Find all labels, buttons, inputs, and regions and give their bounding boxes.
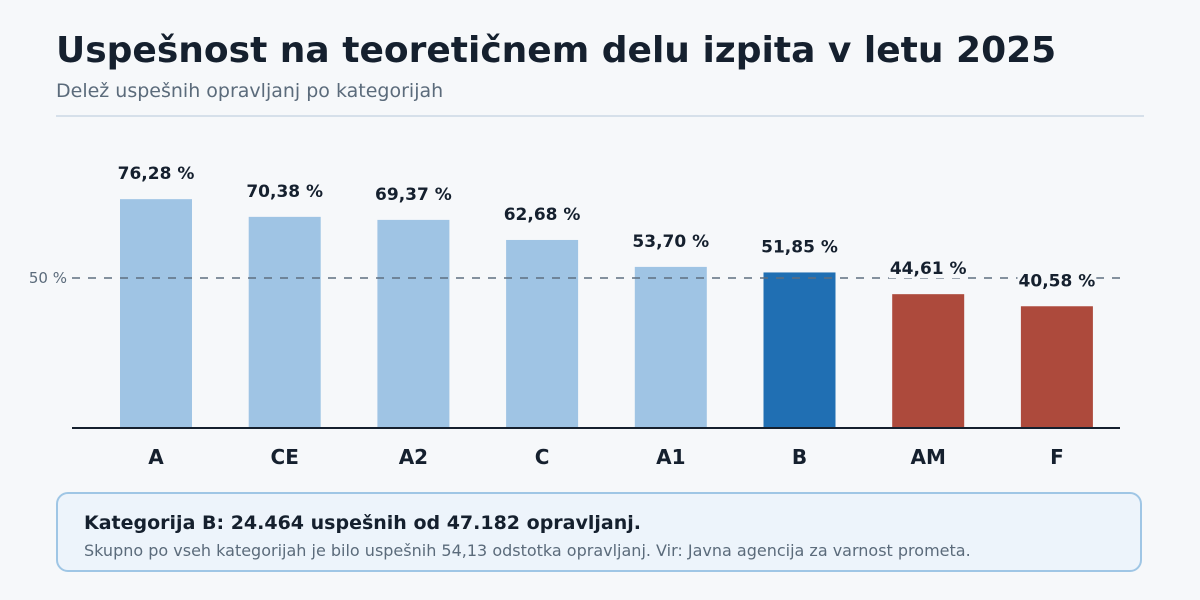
value-label-backdrop	[760, 232, 839, 257]
summary-note-heading: Kategorija B: 24.464 uspešnih od 47.182 …	[84, 512, 641, 534]
category-label: A1	[656, 445, 685, 469]
value-label: 62,68 %	[504, 205, 581, 225]
category-label: A2	[399, 445, 428, 469]
reference-line-label: 50 %	[29, 269, 67, 287]
bar-am	[892, 294, 965, 428]
header-divider	[56, 115, 1144, 117]
bar-a2	[377, 219, 450, 428]
category-label: B	[792, 445, 807, 469]
value-label: 53,70 %	[632, 232, 709, 252]
summary-note-text: Skupno po vseh kategorijah je bilo uspeš…	[84, 541, 971, 560]
bar-a1	[634, 266, 707, 428]
value-label-backdrop	[1017, 266, 1097, 291]
bar-chart: 50 % 76,28 % 70,38 % 69,37 % 62,68 % 53,70 % 5…	[28, 159, 1120, 469]
value-label-backdrop	[374, 179, 453, 204]
summary-note: Kategorija B: 24.464 uspešnih od 47.182 …	[56, 492, 1142, 572]
category-label: C	[535, 445, 550, 469]
category-label: CE	[271, 445, 299, 469]
value-label: 51,85 %	[761, 237, 838, 257]
page-title: Uspešnost na teoretičnem delu izpita v l…	[56, 30, 1057, 71]
value-label-backdrop	[631, 226, 711, 251]
bar-f	[1020, 306, 1093, 428]
value-label-backdrop	[888, 254, 968, 279]
bar-ce	[248, 216, 321, 428]
value-label-backdrop	[245, 176, 325, 201]
value-label: 40,58 %	[1019, 271, 1096, 291]
value-label-backdrop	[116, 159, 196, 184]
bar-a	[120, 199, 192, 428]
value-label: 70,38 %	[246, 182, 323, 202]
category-label: A	[148, 445, 164, 469]
bar-b	[763, 272, 836, 428]
value-label-backdrop	[502, 199, 582, 224]
bar-c	[506, 239, 579, 428]
value-label: 76,28 %	[118, 164, 195, 184]
page-subtitle: Delež uspešnih opravljanj po kategorijah	[56, 80, 444, 102]
value-label: 44,61 %	[890, 259, 967, 279]
value-label: 69,37 %	[375, 185, 452, 205]
category-label: AM	[911, 445, 946, 469]
category-label: F	[1050, 445, 1064, 469]
